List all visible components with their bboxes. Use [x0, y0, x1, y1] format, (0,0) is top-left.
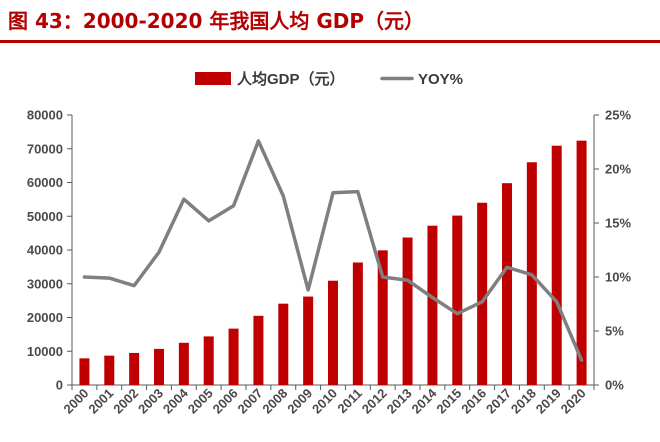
bar-gdp-2016 [477, 202, 488, 385]
right-tick-label: 20% [605, 162, 631, 177]
x-tick-label: 2020 [558, 386, 589, 417]
x-tick-label: 2016 [458, 386, 489, 417]
bar-gdp-2000 [79, 358, 90, 385]
bar-gdp-2003 [154, 348, 164, 385]
x-tick-label: 2017 [483, 386, 514, 417]
line-yoy [82, 139, 584, 362]
right-tick-label: 10% [605, 270, 631, 285]
left-tick-label: 60000 [27, 175, 63, 190]
bar-gdp-2007 [253, 315, 264, 385]
bar-gdp-2019 [551, 145, 562, 385]
bar-gdp-2001 [104, 355, 115, 385]
bar-gdp-2005 [203, 336, 214, 385]
x-tick-label: 2018 [508, 386, 539, 417]
left-tick-label: 30000 [27, 276, 63, 291]
x-tick-label: 2019 [533, 386, 564, 417]
x-tick-label: 2015 [433, 386, 464, 417]
right-tick-label: 25% [605, 108, 631, 123]
right-tick-label: 15% [605, 216, 631, 231]
bar-gdp-2009 [303, 296, 314, 385]
x-tick-label: 2002 [110, 386, 141, 417]
chart-title: 图 43：2000-2020 年我国人均 GDP（元） [8, 9, 425, 33]
right-tick-label: 5% [605, 324, 624, 339]
x-tick-label: 2011 [334, 386, 365, 417]
bar-gdp-2015 [452, 215, 463, 385]
x-tick-label: 2006 [210, 386, 241, 417]
bar-gdp-2004 [178, 342, 189, 385]
left-tick-label: 10000 [27, 344, 63, 359]
x-tick-label: 2012 [359, 386, 390, 417]
x-tick-label: 2003 [135, 386, 166, 417]
left-tick-label: 20000 [27, 310, 63, 325]
bar-gdp-2017 [502, 183, 512, 385]
x-tick-label: 2005 [185, 386, 216, 417]
legend-swatch-gdp [195, 72, 231, 85]
bar-gdp-2002 [129, 352, 140, 385]
title-underline [0, 40, 660, 43]
x-tick-label: 2001 [85, 386, 116, 417]
bar-gdp-2008 [278, 303, 289, 385]
x-tick-label: 2000 [60, 386, 91, 417]
line-series-group [82, 139, 584, 362]
left-tick-label: 80000 [27, 108, 63, 123]
left-tick-label: 40000 [27, 243, 63, 258]
left-tick-label: 0 [56, 378, 63, 393]
x-tick-label: 2014 [408, 385, 440, 417]
bar-series-group [79, 140, 587, 385]
x-tick-label: 2009 [284, 386, 315, 417]
legend-label-gdp: 人均GDP（元） [237, 70, 345, 88]
x-tick-label: 2007 [234, 386, 265, 417]
x-tick-label: 2004 [160, 385, 192, 417]
x-tick-label: 2008 [259, 386, 290, 417]
x-tick-label: 2010 [309, 386, 340, 417]
bar-gdp-2010 [328, 280, 338, 385]
x-tick-label: 2013 [384, 386, 415, 417]
bar-gdp-2012 [377, 250, 388, 385]
right-tick-label: 0% [605, 378, 624, 393]
bar-gdp-2014 [427, 225, 438, 385]
bar-gdp-2006 [228, 328, 239, 385]
bar-gdp-2013 [402, 237, 413, 385]
bar-gdp-2011 [352, 262, 363, 385]
left-tick-label: 70000 [27, 141, 63, 156]
legend: 人均GDP（元） YOY% [195, 70, 463, 88]
bar-gdp-2020 [576, 140, 587, 385]
left-tick-label: 50000 [27, 209, 63, 224]
legend-label-yoy: YOY% [418, 71, 463, 88]
